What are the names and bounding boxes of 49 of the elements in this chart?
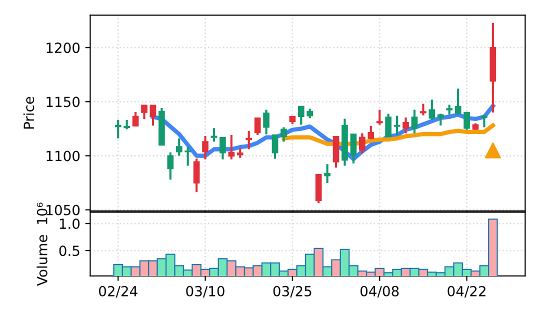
candlestick (385, 112, 392, 138)
candlestick (446, 104, 453, 116)
y-tick-label: 1.0 (60, 218, 80, 230)
candlestick (124, 119, 130, 130)
candlestick (263, 108, 270, 136)
candlestick (298, 105, 304, 126)
candlestick (402, 116, 409, 134)
candlestick (176, 137, 182, 157)
candlestick (220, 136, 226, 160)
y-tick-label: 1200 (46, 42, 80, 54)
y-tick-label: 1150 (46, 96, 80, 108)
candlestick (193, 157, 200, 194)
candlestick (394, 114, 400, 136)
candlestick (280, 126, 287, 143)
candlestick (167, 151, 174, 181)
candlestick (246, 130, 252, 150)
x-tick-label: 04/22 (448, 286, 486, 298)
candlestick (150, 104, 156, 127)
x-tick-label: 02/24 (99, 286, 138, 298)
candlestick (420, 102, 426, 116)
candlestick (228, 134, 235, 160)
candlestick (481, 114, 488, 128)
candlestick (210, 127, 218, 143)
candlestick (254, 117, 261, 136)
candlestick (272, 134, 278, 160)
y-tick-label: 1100 (46, 150, 80, 162)
candlestick (202, 134, 208, 160)
candlestick (359, 132, 366, 154)
candlestick (428, 98, 436, 121)
y-axis-title: Price (23, 96, 34, 129)
candlestick (132, 111, 139, 128)
candlestick (236, 147, 244, 159)
x-tick-label: 03/25 (273, 286, 312, 298)
y-tick-label: 1050 (46, 204, 80, 216)
candlestick (114, 118, 122, 140)
y-tick-label: 0.5 (59, 246, 80, 256)
candlestick (324, 163, 330, 184)
x-tick-label: 03/10 (186, 286, 224, 298)
candlestick (184, 146, 192, 167)
x-tick-label: 04/08 (360, 286, 399, 298)
candlestick (464, 111, 470, 131)
candlestick (350, 133, 357, 165)
candlestick (306, 108, 314, 120)
candlestick (376, 108, 383, 126)
y-axis-title: Volume 10⁶ (36, 202, 48, 286)
candlestick (141, 104, 148, 120)
candlestick (411, 108, 418, 134)
candlestick (368, 124, 374, 140)
candlestick (454, 88, 462, 116)
